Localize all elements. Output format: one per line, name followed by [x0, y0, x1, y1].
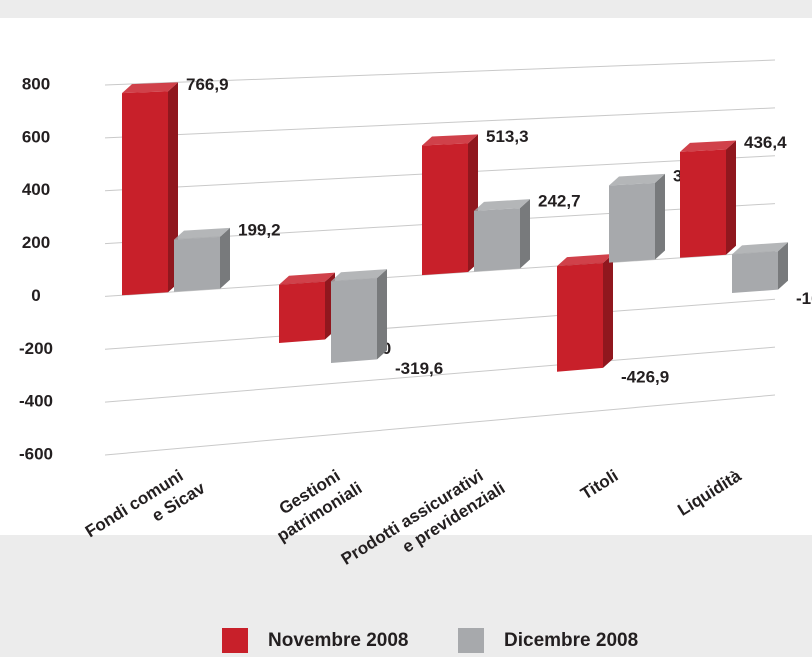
y-tick-label: -200: [19, 339, 53, 358]
bar: [422, 134, 478, 276]
grid-line: [104, 107, 776, 139]
value-label: -160,8: [796, 289, 812, 308]
bar-side: [655, 173, 665, 260]
value-label: 242,7: [538, 192, 581, 211]
value-label: 513,3: [486, 127, 529, 146]
bar-front: [609, 182, 655, 263]
y-tick-label: 400: [22, 180, 50, 199]
bar-top: [557, 253, 613, 267]
bar: [331, 269, 387, 364]
bar-top: [609, 173, 665, 186]
bar: [174, 227, 230, 292]
bar-side: [778, 242, 788, 290]
grid-line: [104, 346, 776, 403]
bar-front: [174, 236, 220, 292]
bar-front: [474, 208, 520, 272]
bar: [474, 199, 530, 272]
bar: [732, 242, 788, 294]
bar-front: [279, 281, 325, 344]
bar-top: [279, 272, 335, 285]
bar: [609, 173, 665, 263]
legend-label: Dicembre 2008: [504, 630, 638, 651]
y-tick-label: 600: [22, 127, 50, 146]
bar: [122, 82, 178, 296]
legend-swatch: [222, 628, 248, 653]
y-tick-label: 200: [22, 233, 50, 252]
bar-top: [474, 199, 530, 211]
legend-swatch: [458, 628, 484, 653]
y-tick-label: 800: [22, 74, 50, 93]
y-tick-label: -400: [19, 392, 53, 411]
bar-side: [726, 140, 736, 255]
bar: [279, 272, 335, 344]
bar-side: [377, 269, 387, 360]
bar-front: [122, 91, 168, 296]
grid-line: [104, 59, 776, 86]
bar-side: [220, 227, 230, 289]
y-tick-label: 0: [31, 286, 40, 305]
bar-side: [603, 253, 613, 368]
legend-label: Novembre 2008: [268, 630, 408, 651]
bar-top: [331, 269, 387, 282]
bar-top: [422, 134, 478, 146]
bar-top: [680, 140, 736, 152]
bar-front: [557, 262, 603, 372]
bar-front: [732, 251, 778, 294]
bar-front: [680, 149, 726, 258]
value-label: 436,4: [744, 133, 787, 152]
y-tick-label: -600: [19, 444, 53, 463]
grid-line: [104, 394, 776, 456]
value-label: 766,9: [186, 75, 229, 94]
bar-side: [520, 199, 530, 269]
bar-top: [174, 227, 230, 240]
bar-top: [122, 82, 178, 94]
bar: [680, 140, 736, 258]
grid-line: [104, 298, 776, 350]
bar: [557, 253, 613, 372]
bar-front: [422, 143, 468, 276]
bar-front: [331, 278, 377, 364]
bar-top: [732, 242, 788, 255]
value-label: -426,9: [621, 367, 669, 386]
value-label: 199,2: [238, 220, 281, 239]
value-label: -319,6: [395, 359, 443, 378]
